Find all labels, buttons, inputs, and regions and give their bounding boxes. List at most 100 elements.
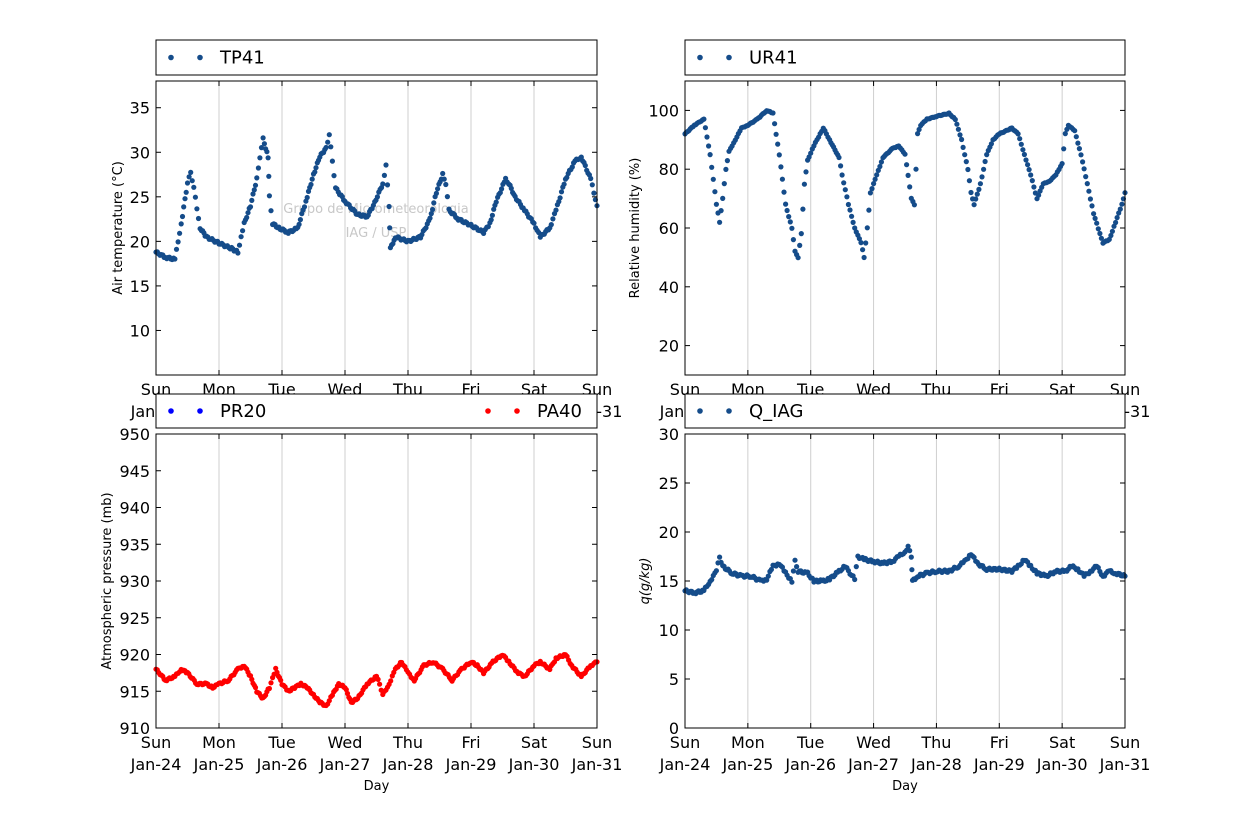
- y-axis-title: q(g/kg): [638, 558, 653, 605]
- x-tick-day: Sat: [521, 733, 547, 752]
- data-point: [326, 132, 332, 138]
- data-point: [909, 567, 915, 573]
- data-point: [764, 577, 770, 583]
- data-point: [328, 144, 334, 150]
- data-point: [860, 247, 866, 253]
- data-point: [866, 207, 872, 213]
- y-tick-label: 80: [659, 160, 679, 179]
- data-point: [707, 152, 713, 158]
- y-axis-title: Air temperature (°C): [111, 161, 126, 295]
- data-point: [790, 237, 797, 243]
- y-tick-label: 920: [119, 646, 150, 665]
- data-point: [778, 164, 784, 170]
- data-point: [440, 170, 446, 177]
- data-point: [388, 678, 394, 684]
- data-point: [191, 184, 197, 190]
- data-point: [797, 242, 803, 248]
- y-tick-label: 40: [659, 278, 679, 297]
- data-point: [952, 116, 958, 123]
- data-point: [875, 167, 881, 173]
- legend-marker: [726, 54, 732, 61]
- data-point: [979, 174, 985, 180]
- data-point: [387, 225, 393, 231]
- data-point: [957, 132, 963, 138]
- data-point: [1078, 152, 1084, 158]
- data-point: [1119, 201, 1125, 207]
- data-point: [1106, 236, 1112, 242]
- data-point: [968, 189, 974, 196]
- data-point: [841, 180, 847, 186]
- data-point: [427, 215, 433, 221]
- data-point: [548, 222, 554, 228]
- data-point: [713, 201, 720, 207]
- data-point: [976, 186, 982, 192]
- data-point: [973, 196, 979, 202]
- data-point: [858, 240, 864, 246]
- data-point: [709, 577, 715, 583]
- data-point: [720, 195, 726, 201]
- x-tick-day: Wed: [328, 733, 363, 752]
- x-tick-day: Thu: [392, 733, 423, 752]
- legend-marker: [485, 408, 491, 414]
- data-point: [547, 666, 553, 673]
- data-point: [1086, 188, 1092, 194]
- data-point: [247, 204, 254, 210]
- data-point: [808, 150, 814, 156]
- data-point: [721, 181, 727, 187]
- data-point: [845, 201, 852, 208]
- legend-entry-pa40: PA40: [485, 401, 582, 422]
- data-point: [869, 186, 875, 192]
- data-point: [589, 182, 595, 188]
- data-point: [962, 152, 968, 158]
- data-point: [375, 676, 381, 683]
- data-point: [836, 154, 842, 161]
- data-point: [323, 144, 329, 151]
- data-point: [786, 214, 792, 220]
- data-point: [704, 134, 710, 140]
- data-point: [255, 165, 261, 171]
- data-point: [377, 681, 383, 687]
- y-tick-label: 15: [659, 572, 679, 591]
- data-points: [153, 652, 600, 709]
- data-point: [1080, 159, 1086, 165]
- data-point: [1098, 235, 1104, 241]
- data-point: [1029, 178, 1035, 184]
- data-point: [1073, 134, 1079, 140]
- data-point: [1021, 151, 1027, 158]
- data-point: [531, 220, 537, 226]
- data-point: [710, 176, 716, 182]
- y-tick-label: 20: [659, 337, 679, 356]
- data-point: [273, 665, 279, 671]
- y-tick-label: 910: [119, 719, 150, 738]
- data-point: [1062, 131, 1068, 137]
- data-point: [974, 191, 980, 197]
- data-point: [308, 181, 314, 188]
- vertical-grid: [747, 81, 1063, 375]
- data-point: [192, 194, 198, 200]
- data-point: [963, 159, 969, 165]
- data-point: [588, 175, 594, 182]
- x-axis-title: Day: [364, 779, 390, 794]
- y-tick-label: 100: [648, 101, 679, 120]
- data-point: [916, 126, 922, 133]
- data-point: [381, 172, 387, 178]
- data-point: [557, 195, 563, 201]
- data-point: [981, 166, 987, 172]
- data-point: [249, 676, 255, 683]
- data-point: [1020, 147, 1026, 153]
- data-point: [787, 219, 793, 225]
- y-tick-label: 15: [130, 277, 150, 296]
- data-point: [856, 236, 863, 242]
- data-point: [789, 225, 795, 231]
- y-tick-label: 5: [669, 670, 679, 689]
- data-point: [244, 214, 250, 221]
- data-point: [723, 166, 729, 172]
- data-point: [297, 217, 303, 223]
- data-point: [261, 141, 267, 147]
- x-tick-day: Sat: [1049, 733, 1075, 752]
- data-point: [911, 202, 918, 208]
- y-tick-label: 915: [119, 682, 150, 701]
- data-points: [682, 108, 1128, 261]
- data-point: [1117, 206, 1123, 212]
- data-point: [1072, 128, 1078, 134]
